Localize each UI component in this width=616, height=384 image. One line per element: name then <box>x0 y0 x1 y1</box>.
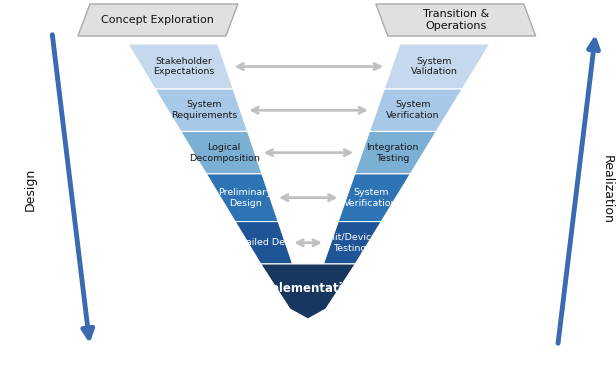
Polygon shape <box>338 174 410 222</box>
Polygon shape <box>370 89 462 131</box>
Polygon shape <box>128 44 233 89</box>
Polygon shape <box>261 264 355 319</box>
Polygon shape <box>180 131 262 174</box>
Polygon shape <box>155 89 248 131</box>
Text: Transition &
Operations: Transition & Operations <box>423 9 489 31</box>
Polygon shape <box>78 4 238 36</box>
Text: Preliminary
Design: Preliminary Design <box>219 188 272 208</box>
Polygon shape <box>206 174 278 222</box>
Text: Concept Exploration: Concept Exploration <box>102 15 214 25</box>
Text: Integration
Testing: Integration Testing <box>367 143 419 162</box>
Polygon shape <box>235 222 293 264</box>
Polygon shape <box>323 222 381 264</box>
Text: System
Requirements: System Requirements <box>171 100 237 120</box>
Polygon shape <box>355 131 436 174</box>
Polygon shape <box>376 4 536 36</box>
Text: System
Validation: System Validation <box>410 57 458 76</box>
Text: System
Verification: System Verification <box>386 100 440 120</box>
Text: System
Verification: System Verification <box>344 188 398 208</box>
Text: Unit/Device
Testing: Unit/Device Testing <box>322 233 377 253</box>
Text: Detailed Design: Detailed Design <box>229 238 304 247</box>
Text: Design: Design <box>23 167 36 211</box>
Text: Implementation: Implementation <box>256 282 360 295</box>
Text: Logical
Decomposition: Logical Decomposition <box>188 143 259 162</box>
Text: Realization: Realization <box>601 155 614 223</box>
Text: Stakeholder
Expectations: Stakeholder Expectations <box>153 57 214 76</box>
Polygon shape <box>384 44 490 89</box>
